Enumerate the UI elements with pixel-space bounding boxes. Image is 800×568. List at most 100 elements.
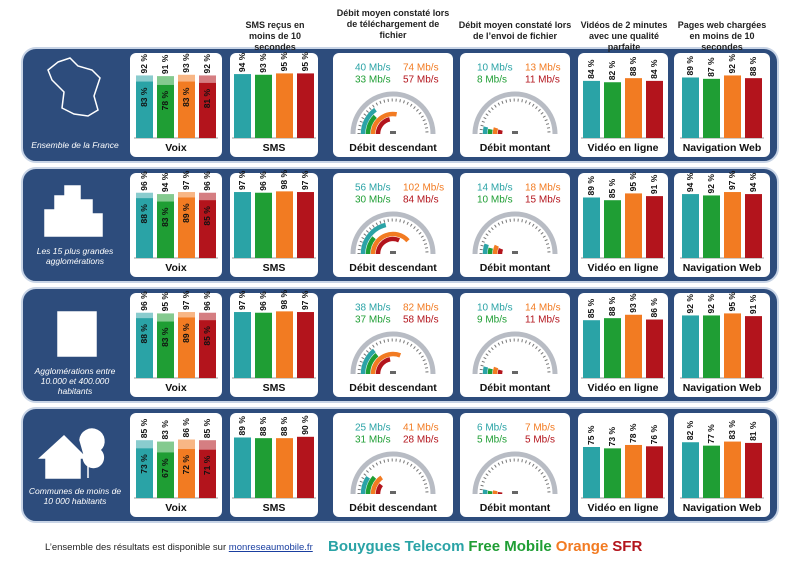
bar-value-label: 86 % <box>181 418 191 438</box>
bar-value-label: 93 % <box>628 293 638 313</box>
inner-bar <box>178 449 195 498</box>
speed-arc <box>492 244 499 255</box>
gauge-rim <box>472 211 558 255</box>
bar-value-label: 82 % <box>607 60 617 80</box>
section-label: Débit descendant <box>349 262 437 274</box>
bar <box>625 314 642 378</box>
bar <box>276 73 293 138</box>
speed-label: 11 Mb/s <box>525 315 560 326</box>
bar-value-label: 84 % <box>649 59 659 79</box>
bar <box>276 438 293 498</box>
inner-bar <box>199 82 216 138</box>
section-box <box>578 293 668 397</box>
header-download: Débit moyen constaté lors de téléchargem… <box>336 8 450 40</box>
bar <box>703 445 720 498</box>
speed-label: 18 Mb/s <box>525 183 561 194</box>
inner-value-label: 89 % <box>181 203 191 223</box>
speed-arc <box>370 351 402 375</box>
header-sms: SMS reçus en moins de 10 secondes <box>245 20 305 52</box>
speed-label: 13 Mb/s <box>525 63 561 74</box>
speed-label: 57 Mb/s <box>403 75 439 86</box>
row-label: Agglomérations entre 10.000 et 400.000 h… <box>34 366 116 396</box>
inner-value-label: 88 % <box>139 324 149 344</box>
speed-label: 10 Mb/s <box>477 63 513 74</box>
bar-value-label: 97 % <box>300 290 310 310</box>
header-upload: Débit moyen constaté lors de l’envoi de … <box>458 20 572 41</box>
speed-arc <box>360 348 376 375</box>
section-box <box>460 173 570 277</box>
gauge-ticks <box>479 218 551 255</box>
gauge-hub <box>512 491 518 494</box>
speed-arc <box>370 231 410 255</box>
section-label: Vidéo en ligne <box>588 382 659 394</box>
section-box <box>578 53 668 157</box>
gauge-ticks <box>357 338 429 375</box>
speed-label: 37 Mb/s <box>355 315 391 326</box>
bar-value-label: 88 % <box>279 416 289 436</box>
bar <box>625 444 642 498</box>
bar-value-label: 89 % <box>237 416 247 436</box>
bar <box>234 437 251 498</box>
bar-value-label: 95 % <box>160 292 170 312</box>
bar <box>604 200 621 258</box>
area-icon <box>47 57 101 117</box>
inner-value-label: 73 % <box>139 454 149 474</box>
speed-label: 31 Mb/s <box>355 435 391 446</box>
bar-value-label: 94 % <box>237 52 247 72</box>
legend-entry: Free Mobile <box>468 538 552 555</box>
inner-bar <box>178 81 195 138</box>
bar-value-label: 96 % <box>139 291 149 311</box>
bar-value-label: 98 % <box>279 170 289 190</box>
gauge-hub <box>390 491 396 494</box>
bar-value-label: 92 % <box>727 54 737 74</box>
gauge-ticks <box>479 98 551 135</box>
bar-value-label: 78 % <box>628 423 638 443</box>
bar <box>625 78 642 138</box>
bar-value-label: 91 % <box>748 294 758 314</box>
bar-value-label: 83 % <box>727 420 737 440</box>
speed-label: 41 Mb/s <box>403 423 439 434</box>
speed-arc <box>482 366 489 375</box>
inner-value-label: 78 % <box>160 91 170 111</box>
gauge-ticks <box>479 338 551 375</box>
bar <box>646 196 663 258</box>
gauge-hub <box>390 251 396 254</box>
inner-bar <box>157 201 174 258</box>
speed-label: 56 Mb/s <box>355 183 391 194</box>
speed-label: 30 Mb/s <box>355 195 391 206</box>
bar <box>745 316 762 378</box>
section-label: Débit descendant <box>349 142 437 154</box>
inner-value-label: 67 % <box>160 458 170 478</box>
bar-value-label: 97 % <box>727 170 737 190</box>
speed-label: 10 Mb/s <box>477 303 513 314</box>
bar <box>724 75 741 138</box>
bar-value-label: 85 % <box>586 298 596 318</box>
bar <box>583 320 600 378</box>
inner-bar <box>157 84 174 138</box>
bar-value-label: 89 % <box>685 56 695 76</box>
section-label: Débit montant <box>480 142 551 154</box>
bar-value-label: 85 % <box>607 178 617 198</box>
bar-value-label: 91 % <box>649 174 659 194</box>
bar <box>297 73 314 138</box>
inner-bar <box>136 448 153 498</box>
section-box <box>460 53 570 157</box>
bar <box>234 74 251 138</box>
footer-text: L’ensemble des résultats est disponible … <box>45 542 227 553</box>
speed-arc <box>497 369 503 375</box>
speed-label: 28 Mb/s <box>403 435 439 446</box>
section-label: Voix <box>165 382 187 394</box>
speed-arc <box>360 107 377 135</box>
area-icon <box>38 428 105 479</box>
inner-bar <box>136 318 153 378</box>
inner-bar <box>157 321 174 378</box>
inner-bar <box>178 197 195 258</box>
bar-value-label: 97 % <box>237 170 247 190</box>
footer-link[interactable]: monreseaumobile.fr <box>228 542 313 553</box>
speed-arc <box>497 129 503 135</box>
speed-label: 5 Mb/s <box>477 435 507 446</box>
section-box <box>230 53 318 157</box>
bar-value-label: 85 % <box>139 418 149 438</box>
